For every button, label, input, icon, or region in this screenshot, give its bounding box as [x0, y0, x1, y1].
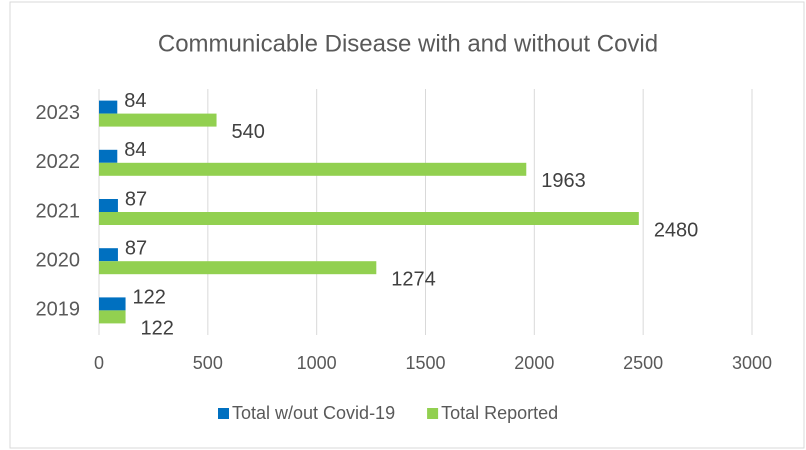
- legend-label: Total Reported: [441, 403, 558, 423]
- bar: [99, 261, 377, 275]
- bar: [99, 199, 118, 212]
- y-tick-label: 2020: [36, 249, 81, 271]
- x-tick-label: 2500: [623, 353, 663, 373]
- x-tick-label: 1500: [405, 353, 445, 373]
- x-tick-label: 0: [94, 353, 104, 373]
- x-tick-label: 500: [193, 353, 223, 373]
- bar: [99, 113, 217, 127]
- bar: [99, 297, 126, 311]
- data-label: 122: [141, 318, 174, 340]
- data-label: 1963: [541, 170, 586, 192]
- x-tick-label: 2000: [514, 353, 554, 373]
- legend-swatch: [427, 408, 439, 419]
- data-label: 87: [125, 188, 147, 210]
- legend-swatch: [218, 408, 229, 419]
- data-label: 87: [125, 237, 147, 259]
- x-tick-label: 1000: [297, 353, 337, 373]
- y-tick-label: 2019: [36, 299, 81, 321]
- legend-label: Total w/out Covid-19: [232, 403, 395, 423]
- data-label: 84: [124, 139, 146, 161]
- bar: [99, 310, 126, 324]
- data-label: 540: [232, 121, 265, 143]
- y-tick-label: 2021: [36, 200, 81, 222]
- data-label: 2480: [654, 219, 699, 241]
- bar: [99, 248, 118, 262]
- chart-title: Communicable Disease with and without Co…: [158, 30, 658, 57]
- data-label: 84: [124, 90, 146, 112]
- data-label: 1274: [391, 268, 436, 290]
- y-tick-label: 2023: [36, 102, 81, 124]
- bar: [99, 149, 118, 163]
- data-label: 122: [133, 287, 166, 309]
- x-tick-label: 3000: [732, 353, 772, 373]
- y-tick-label: 2022: [36, 151, 81, 173]
- bar: [99, 100, 118, 114]
- bar: [99, 212, 639, 225]
- bar: [99, 162, 527, 176]
